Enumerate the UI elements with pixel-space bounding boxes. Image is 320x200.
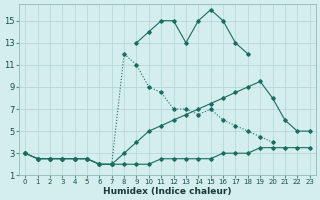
X-axis label: Humidex (Indice chaleur): Humidex (Indice chaleur) bbox=[103, 187, 232, 196]
